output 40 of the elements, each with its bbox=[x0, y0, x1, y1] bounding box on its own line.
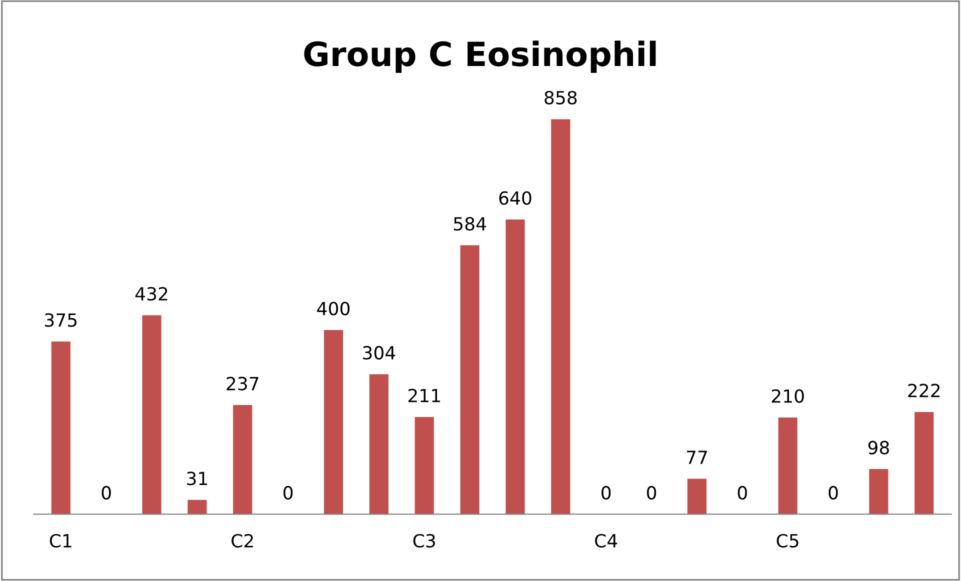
x-tick-label: C1 bbox=[50, 534, 72, 548]
data-label: 400 bbox=[317, 302, 350, 316]
bar bbox=[188, 500, 207, 514]
data-label: 0 bbox=[646, 486, 656, 500]
x-tick-label: C5 bbox=[776, 534, 798, 548]
data-label: 0 bbox=[602, 486, 611, 500]
data-label: 375 bbox=[45, 313, 77, 327]
bar bbox=[142, 315, 162, 514]
data-label: 0 bbox=[102, 486, 111, 500]
data-label: 210 bbox=[772, 389, 804, 403]
data-label: 640 bbox=[499, 191, 532, 205]
bar bbox=[506, 219, 525, 514]
data-label: 31 bbox=[187, 472, 208, 486]
bar bbox=[460, 245, 480, 514]
bar bbox=[687, 478, 707, 514]
bar bbox=[869, 469, 888, 514]
bar bbox=[369, 374, 388, 514]
bar bbox=[914, 412, 934, 514]
data-label: 584 bbox=[454, 217, 486, 231]
data-label: 237 bbox=[226, 376, 258, 390]
data-label: 0 bbox=[284, 486, 293, 500]
data-label: 432 bbox=[135, 286, 168, 301]
data-label: 98 bbox=[868, 440, 889, 454]
x-tick-label: C4 bbox=[595, 534, 618, 548]
chart-title: Group C Eosinophil bbox=[304, 40, 656, 73]
data-label: 211 bbox=[408, 388, 440, 402]
data-label: 304 bbox=[363, 346, 396, 360]
x-tick-label: C2 bbox=[232, 534, 253, 548]
bar bbox=[778, 417, 798, 514]
data-label: 222 bbox=[908, 384, 940, 398]
bar bbox=[233, 405, 252, 514]
data-label: 0 bbox=[828, 486, 838, 500]
bar bbox=[414, 417, 434, 514]
bar bbox=[51, 342, 70, 514]
data-label: 77 bbox=[686, 450, 707, 464]
data-label: 0 bbox=[738, 486, 747, 500]
bar bbox=[324, 330, 344, 514]
bar bbox=[551, 119, 570, 514]
x-tick-label: C3 bbox=[413, 534, 435, 548]
data-label: 858 bbox=[544, 90, 577, 104]
